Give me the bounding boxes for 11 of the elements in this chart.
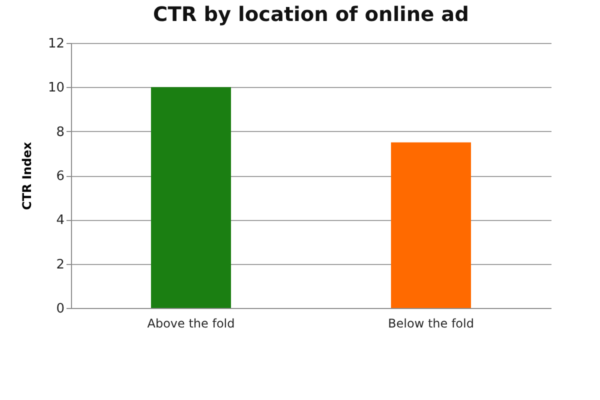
- y-tick-label: 0: [56, 302, 64, 316]
- x-tick-label: Below the fold: [388, 316, 474, 330]
- y-axis-title: CTR Index: [20, 142, 34, 210]
- y-tick-label: 10: [48, 80, 64, 96]
- y-tick-label: 6: [56, 169, 64, 184]
- y-tick-label: 4: [56, 213, 64, 228]
- y-tick-label: 2: [56, 257, 64, 272]
- x-tick-label: Above the fold: [147, 316, 235, 330]
- y-tick-label: 12: [48, 36, 64, 52]
- y-tick-label: 8: [56, 124, 64, 140]
- chart-title: CTR by location of online ad: [153, 2, 469, 26]
